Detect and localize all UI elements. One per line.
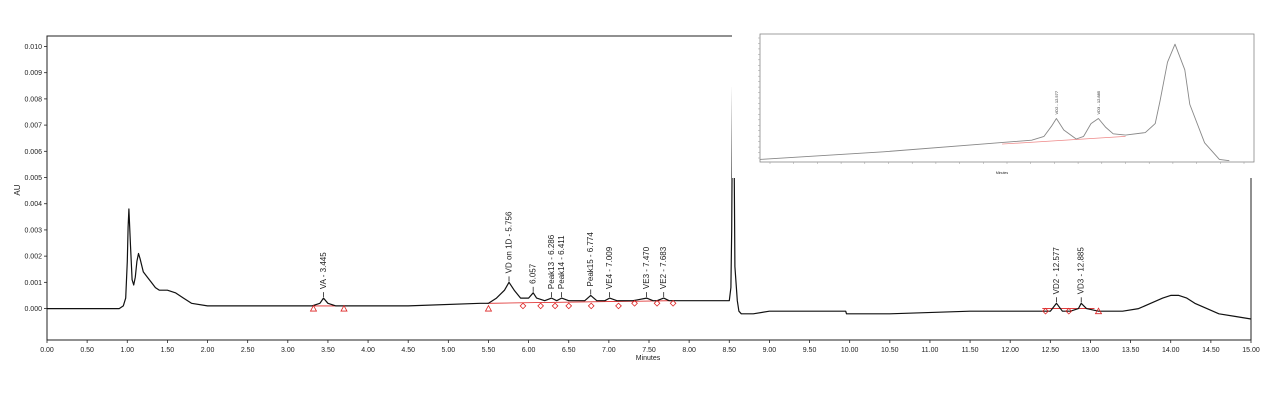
baseline-diamond-marker (1065, 307, 1073, 315)
peak-label: VD3 - 12.885 (1077, 247, 1086, 295)
baseline-diamond-marker (565, 302, 573, 310)
x-tick-label: 13.50 (1122, 347, 1140, 354)
baseline-triangle-marker (1094, 307, 1103, 315)
main-plot-area: 0.00 0.50 1.00 1.50 2.00 2.50 3.00 3.50 4.00 4.50… (24, 35, 1260, 354)
y-tick-label: 0.007 (24, 123, 42, 130)
x-tick-label: 11.00 (921, 347, 938, 354)
x-tick-label: 3.00 (281, 347, 295, 354)
y-tick-label: 0.000 (24, 306, 42, 313)
peak-label: Peak15 - 6.774 (586, 232, 595, 287)
inset-peak-label: VD2 - 12.577 (1054, 90, 1059, 114)
x-tick-label: 7.00 (602, 347, 616, 354)
x-axis-label: Minutes (636, 355, 661, 362)
x-tick-label: 15.00 (1242, 347, 1260, 354)
inset-background (732, 28, 1256, 178)
x-tick-label: 14.00 (1162, 347, 1180, 354)
peak-label: VE4 - 7.009 (605, 246, 614, 289)
y-axis-label: AU (13, 184, 22, 195)
x-tick-label: 11.50 (962, 347, 979, 354)
x-tick-label: 9.00 (763, 347, 777, 354)
x-tick-label: 6.50 (562, 347, 576, 354)
x-tick-label: 0.00 (40, 347, 54, 354)
x-tick-label: 7.50 (642, 347, 656, 354)
x-tick-label: 13.00 (1082, 347, 1100, 354)
chromatogram-trace (47, 35, 1252, 320)
x-tick-label: 4.00 (361, 347, 375, 354)
peak-label: 6.057 (529, 263, 538, 284)
x-tick-label: 6.00 (522, 347, 536, 354)
x-tick-label: 4.50 (401, 347, 415, 354)
x-tick-label: 8.00 (682, 347, 696, 354)
x-tick-label: 8.50 (722, 347, 736, 354)
y-tick-label: 0.006 (24, 149, 42, 156)
baseline-diamond-marker (519, 302, 527, 310)
x-tick-label: 1.00 (120, 347, 134, 354)
peak-label: VE2 - 7.683 (659, 246, 668, 289)
y-tick-label: 0.003 (24, 227, 42, 234)
x-tick-label: 12.00 (1001, 347, 1019, 354)
y-tick-label: 0.010 (24, 44, 42, 51)
x-tick-label: 10.50 (881, 347, 899, 354)
y-tick-label: 0.005 (24, 175, 42, 182)
inset-x-axis-label: Minutes (996, 171, 1009, 175)
baseline-diamond-marker (1042, 307, 1049, 315)
y-tick-label: 0.009 (24, 70, 42, 77)
peak-label: Peak13 - 6.286 (547, 234, 556, 289)
x-tick-label: 14.50 (1202, 347, 1220, 354)
baseline-diamond-marker (537, 302, 545, 310)
peak-label: Peak14 - 6.411 (557, 235, 566, 289)
y-tick-label: 0.002 (24, 254, 42, 261)
y-tick-label: 0.008 (24, 96, 42, 103)
x-tick-label: 5.00 (442, 347, 456, 354)
inset-plot-area: VD2 - 12.577 VD3 - 12.885 (732, 28, 1256, 178)
peak-label: VA - 3.445 (319, 252, 328, 289)
peak-label: VD2 - 12.577 (1052, 247, 1061, 295)
peak-label: VD on 1D - 5.756 (505, 211, 514, 273)
baseline-diamond-marker (615, 302, 622, 310)
baseline-diamond-marker (669, 299, 677, 307)
inset-integration-baseline (1002, 136, 1126, 145)
x-tick-label: 10.00 (841, 347, 859, 354)
baseline-diamond-marker (587, 302, 595, 310)
integration-baseline (486, 300, 674, 304)
baseline-triangle-marker (309, 304, 318, 312)
peak-label: VE3 - 7.470 (642, 246, 651, 289)
x-tick-label: 1.50 (161, 347, 175, 354)
baseline-triangle-marker (340, 304, 348, 312)
x-tick-label: 3.50 (321, 347, 335, 354)
x-tick-label: 0.50 (80, 347, 94, 354)
x-tick-label: 12.50 (1042, 347, 1060, 354)
baseline-triangle-marker (484, 304, 493, 312)
x-tick-label: 9.50 (803, 347, 817, 354)
y-tick-label: 0.004 (24, 201, 42, 208)
baseline-diamond-marker (653, 299, 661, 307)
inset-chromatogram-trace (759, 43, 1230, 162)
baseline-diamond-marker (551, 302, 559, 310)
baseline-diamond-marker (631, 299, 638, 307)
x-tick-label: 2.00 (201, 347, 215, 354)
inset-peak-label: VD3 - 12.885 (1096, 90, 1101, 114)
y-tick-label: 0.001 (24, 280, 42, 287)
x-tick-label: 2.50 (241, 347, 255, 354)
x-tick-label: 5.50 (482, 347, 496, 354)
